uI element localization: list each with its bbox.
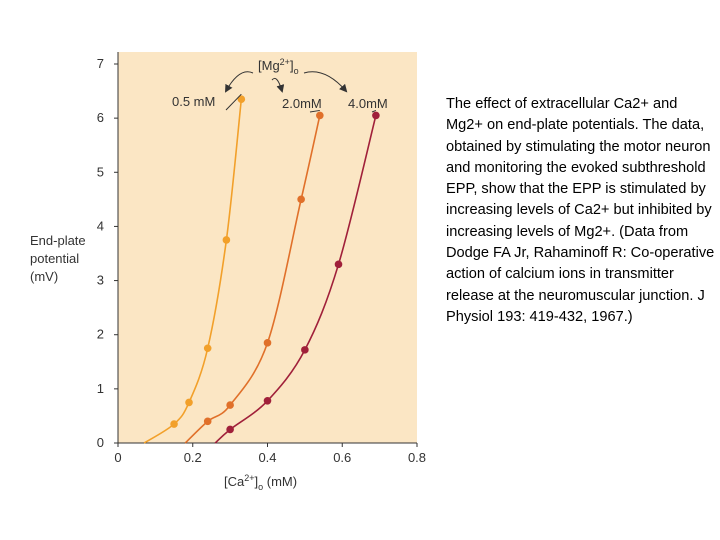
series-label-0: 0.5 mM [172, 94, 215, 109]
data-point [185, 398, 193, 407]
y-axis-title-line: End-plate [30, 233, 86, 248]
series-label-2: 4.0mM [348, 96, 388, 111]
x-tick-label: 0 [114, 450, 121, 465]
y-tick-label: 6 [97, 110, 104, 125]
figure-caption: The effect of extracellular Ca2+ and Mg2… [446, 96, 715, 325]
x-tick-label: 0.6 [333, 450, 351, 465]
legend-title: [Mg2+]o [258, 57, 299, 76]
data-point [316, 111, 324, 120]
data-point [222, 236, 231, 244]
x-tick-label: 0.2 [184, 450, 202, 465]
y-tick-label: 5 [97, 164, 104, 179]
plot-background [118, 52, 417, 443]
y-tick-label: 2 [97, 327, 104, 342]
data-point [263, 396, 272, 405]
data-point [372, 111, 380, 120]
y-tick-label: 7 [97, 56, 104, 71]
data-point [203, 344, 212, 353]
y-axis-title-line: potential [30, 251, 79, 266]
y-tick-label: 3 [97, 273, 104, 288]
data-point [301, 346, 309, 354]
x-tick-label: 0.4 [258, 450, 276, 465]
series-leader-2 [371, 109, 377, 113]
y-tick-label: 0 [97, 435, 104, 450]
series-label-1: 2.0mM [282, 96, 322, 111]
data-point [237, 95, 246, 103]
legend-arrow-2 [303, 71, 348, 93]
x-tick-label: 0.8 [408, 450, 426, 465]
data-point [170, 420, 178, 428]
series-leader-1 [309, 109, 320, 113]
x-axis-title: [Ca2+]o (mM) [224, 473, 297, 492]
data-point [263, 339, 272, 347]
y-axis-title-line: (mV) [30, 269, 58, 284]
data-point [226, 401, 234, 409]
data-point [226, 425, 234, 434]
series-leader-0 [225, 93, 242, 111]
data-point [297, 195, 305, 204]
data-point [334, 260, 343, 269]
data-point [203, 417, 212, 426]
legend-arrow-0 [225, 71, 254, 93]
y-tick-label: 1 [97, 381, 104, 396]
y-tick-label: 4 [97, 218, 104, 233]
legend-arrow-1 [271, 77, 285, 93]
